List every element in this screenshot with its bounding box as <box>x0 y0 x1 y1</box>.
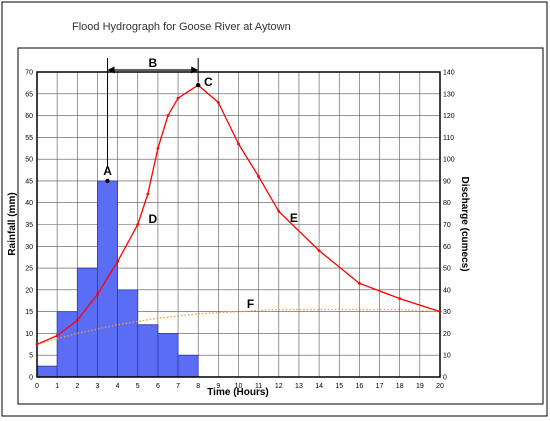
annotation-c: C <box>204 75 213 89</box>
discharge-point <box>96 292 99 296</box>
y-right-tick-label: 10 <box>443 353 451 360</box>
discharge-point <box>257 175 261 178</box>
x-tick-label: 10 <box>235 383 243 390</box>
y-left-tick-label: 45 <box>25 178 33 185</box>
rainfall-bar <box>157 333 179 378</box>
annotations: A B C D E F <box>103 56 298 311</box>
discharge-point <box>237 142 240 146</box>
y-right-tick-label: 0 <box>443 375 447 382</box>
x-tick-label: 11 <box>255 383 262 390</box>
y-left-tick-label: 25 <box>25 266 33 273</box>
inner-frame <box>17 47 544 405</box>
y-left-tick-label: 0 <box>29 375 33 382</box>
rainfall-bar <box>36 365 58 378</box>
x-tick-label: 15 <box>335 383 343 390</box>
discharge-point <box>75 318 79 322</box>
y-right-tick-label: 30 <box>443 309 451 316</box>
discharge-point <box>317 249 321 253</box>
y-right-tick-labels: 0 10 20 30 40 50 60 70 80 90 100 110 120 130 140 <box>443 70 455 382</box>
y-right-tick-label: 110 <box>443 135 454 142</box>
annotation-b: B <box>149 56 158 70</box>
y-right-tick-label: 120 <box>443 113 455 120</box>
annotation-d: D <box>149 212 158 226</box>
y-right-tick-label: 80 <box>443 200 451 207</box>
y-left-tick-label: 65 <box>25 91 33 98</box>
y-left-axis-label: Rainfall (mm) <box>7 192 18 255</box>
x-tick-label: 16 <box>356 383 364 390</box>
y-right-tick-label: 40 <box>443 287 451 294</box>
lag-time-bracket <box>105 58 201 184</box>
y-right-tick-label: 100 <box>443 157 455 164</box>
y-right-tick-label: 90 <box>443 178 451 185</box>
y-right-tick-label: 50 <box>443 266 451 273</box>
discharge-point <box>116 260 119 263</box>
y-left-tick-label: 15 <box>25 309 33 316</box>
y-left-tick-label: 50 <box>25 157 33 164</box>
y-left-tick-label: 70 <box>25 70 33 77</box>
y-left-tick-label: 60 <box>25 113 33 120</box>
y-right-tick-label: 70 <box>443 222 451 229</box>
bracket-arrowhead-right <box>191 66 199 74</box>
y-right-tick-label: 60 <box>443 244 451 251</box>
x-tick-label: 1 <box>55 383 59 390</box>
x-tick-labels: 0 1 2 3 4 5 6 7 8 9 10 11 12 13 14 15 16 17 18 19 20 <box>35 383 444 390</box>
y-left-tick-label: 40 <box>25 200 33 207</box>
y-right-axis-label: Discharge (cumecs) <box>459 176 470 271</box>
annotation-a: A <box>103 164 112 178</box>
annotation-e: E <box>290 211 298 225</box>
discharge-point <box>136 223 140 226</box>
x-tick-label: 18 <box>396 383 404 390</box>
x-tick-label: 2 <box>75 383 79 390</box>
discharge-point <box>55 334 59 338</box>
rainfall-bar <box>56 311 78 378</box>
x-tick-label: 14 <box>315 383 323 390</box>
annotation-f: F <box>247 297 254 311</box>
discharge-point <box>277 210 281 213</box>
discharge-point <box>156 146 160 150</box>
rainfall-bar <box>177 354 199 378</box>
chart-title: Flood Hydrograph for Goose River at Ayto… <box>72 21 291 33</box>
discharge-point <box>35 342 39 346</box>
bracket-arrowhead-left <box>107 66 115 74</box>
x-tick-label: 6 <box>156 383 160 390</box>
rainfall-bar <box>76 267 98 378</box>
x-tick-label: 12 <box>275 383 283 390</box>
x-tick-label: 4 <box>116 383 120 390</box>
rainfall-bar <box>137 324 159 378</box>
x-tick-label: 5 <box>136 383 140 390</box>
x-tick-label: 9 <box>216 383 220 390</box>
y-right-tick-label: 140 <box>443 70 455 77</box>
y-left-tick-label: 20 <box>25 287 33 294</box>
discharge-point <box>398 297 402 300</box>
y-left-tick-label: 55 <box>25 135 33 142</box>
x-tick-label: 7 <box>176 383 180 390</box>
plot-area-border <box>36 71 441 378</box>
discharge-point <box>216 101 220 104</box>
discharge-point <box>166 114 170 117</box>
y-left-tick-label: 5 <box>29 353 33 360</box>
discharge-point <box>176 96 180 100</box>
x-axis-label: Time (Hours) <box>207 387 269 398</box>
x-tick-label: 20 <box>436 383 444 390</box>
x-tick-label: 3 <box>95 383 99 390</box>
y-right-tick-label: 130 <box>443 91 455 98</box>
x-tick-label: 17 <box>376 383 384 390</box>
x-tick-label: 13 <box>295 383 303 390</box>
x-tick-label: 19 <box>416 383 424 390</box>
rainfall-bar <box>117 289 139 378</box>
rainfall-peak-marker <box>105 178 110 184</box>
y-left-tick-label: 10 <box>25 331 33 338</box>
y-left-tick-labels: 0 5 10 15 20 25 30 35 40 45 50 55 60 65 70 <box>25 70 33 382</box>
discharge-point <box>358 281 361 285</box>
y-right-tick-label: 20 <box>443 331 451 338</box>
y-left-tick-label: 35 <box>25 222 33 229</box>
y-left-tick-label: 30 <box>25 244 33 251</box>
discharge-peak-marker <box>196 82 201 88</box>
discharge-point <box>438 310 442 314</box>
x-tick-label: 8 <box>196 383 200 390</box>
discharge-point <box>146 192 150 196</box>
x-tick-label: 0 <box>35 383 39 390</box>
